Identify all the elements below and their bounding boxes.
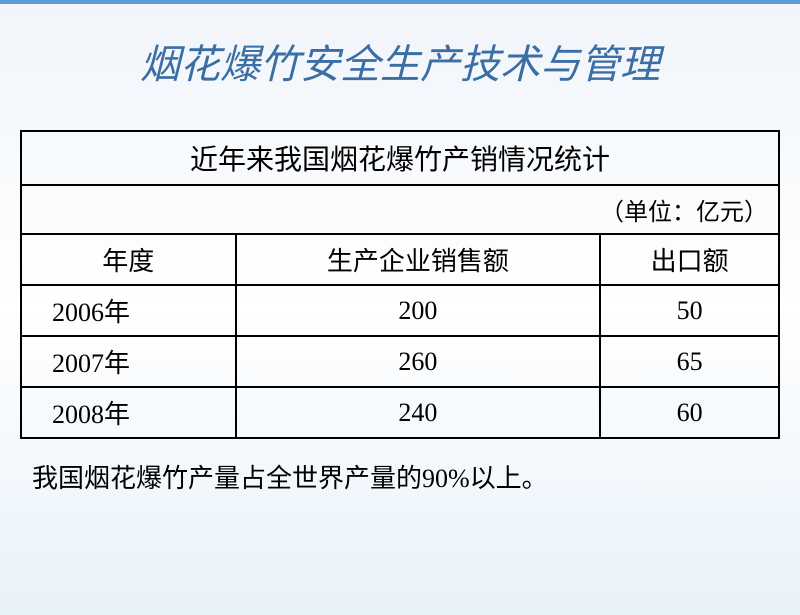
col-header-export: 出口额 — [600, 234, 779, 285]
year-cell: 2008年 — [21, 387, 236, 438]
table-row: 2006年 200 50 — [21, 285, 779, 336]
export-cell: 65 — [600, 336, 779, 387]
sales-cell: 260 — [236, 336, 601, 387]
top-bar — [0, 0, 800, 4]
footnote: 我国烟花爆竹产量占全世界产量的90%以上。 — [32, 461, 780, 497]
col-header-sales: 生产企业销售额 — [236, 234, 601, 285]
export-cell: 50 — [600, 285, 779, 336]
sales-cell: 200 — [236, 285, 601, 336]
table-title: 近年来我国烟花爆竹产销情况统计 — [21, 131, 779, 185]
table-unit: （单位：亿元） — [21, 185, 779, 234]
table-container: 近年来我国烟花爆竹产销情况统计 （单位：亿元） 年度 生产企业销售额 出口额 2… — [20, 130, 780, 439]
stats-table: 近年来我国烟花爆竹产销情况统计 （单位：亿元） 年度 生产企业销售额 出口额 2… — [20, 130, 780, 439]
page-title: 烟花爆竹安全生产技术与管理 — [0, 32, 800, 90]
col-header-year: 年度 — [21, 234, 236, 285]
table-row: 2008年 240 60 — [21, 387, 779, 438]
export-cell: 60 — [600, 387, 779, 438]
sales-cell: 240 — [236, 387, 601, 438]
year-cell: 2007年 — [21, 336, 236, 387]
table-title-row: 近年来我国烟花爆竹产销情况统计 — [21, 131, 779, 185]
year-cell: 2006年 — [21, 285, 236, 336]
table-row: 2007年 260 65 — [21, 336, 779, 387]
table-unit-row: （单位：亿元） — [21, 185, 779, 234]
table-header-row: 年度 生产企业销售额 出口额 — [21, 234, 779, 285]
